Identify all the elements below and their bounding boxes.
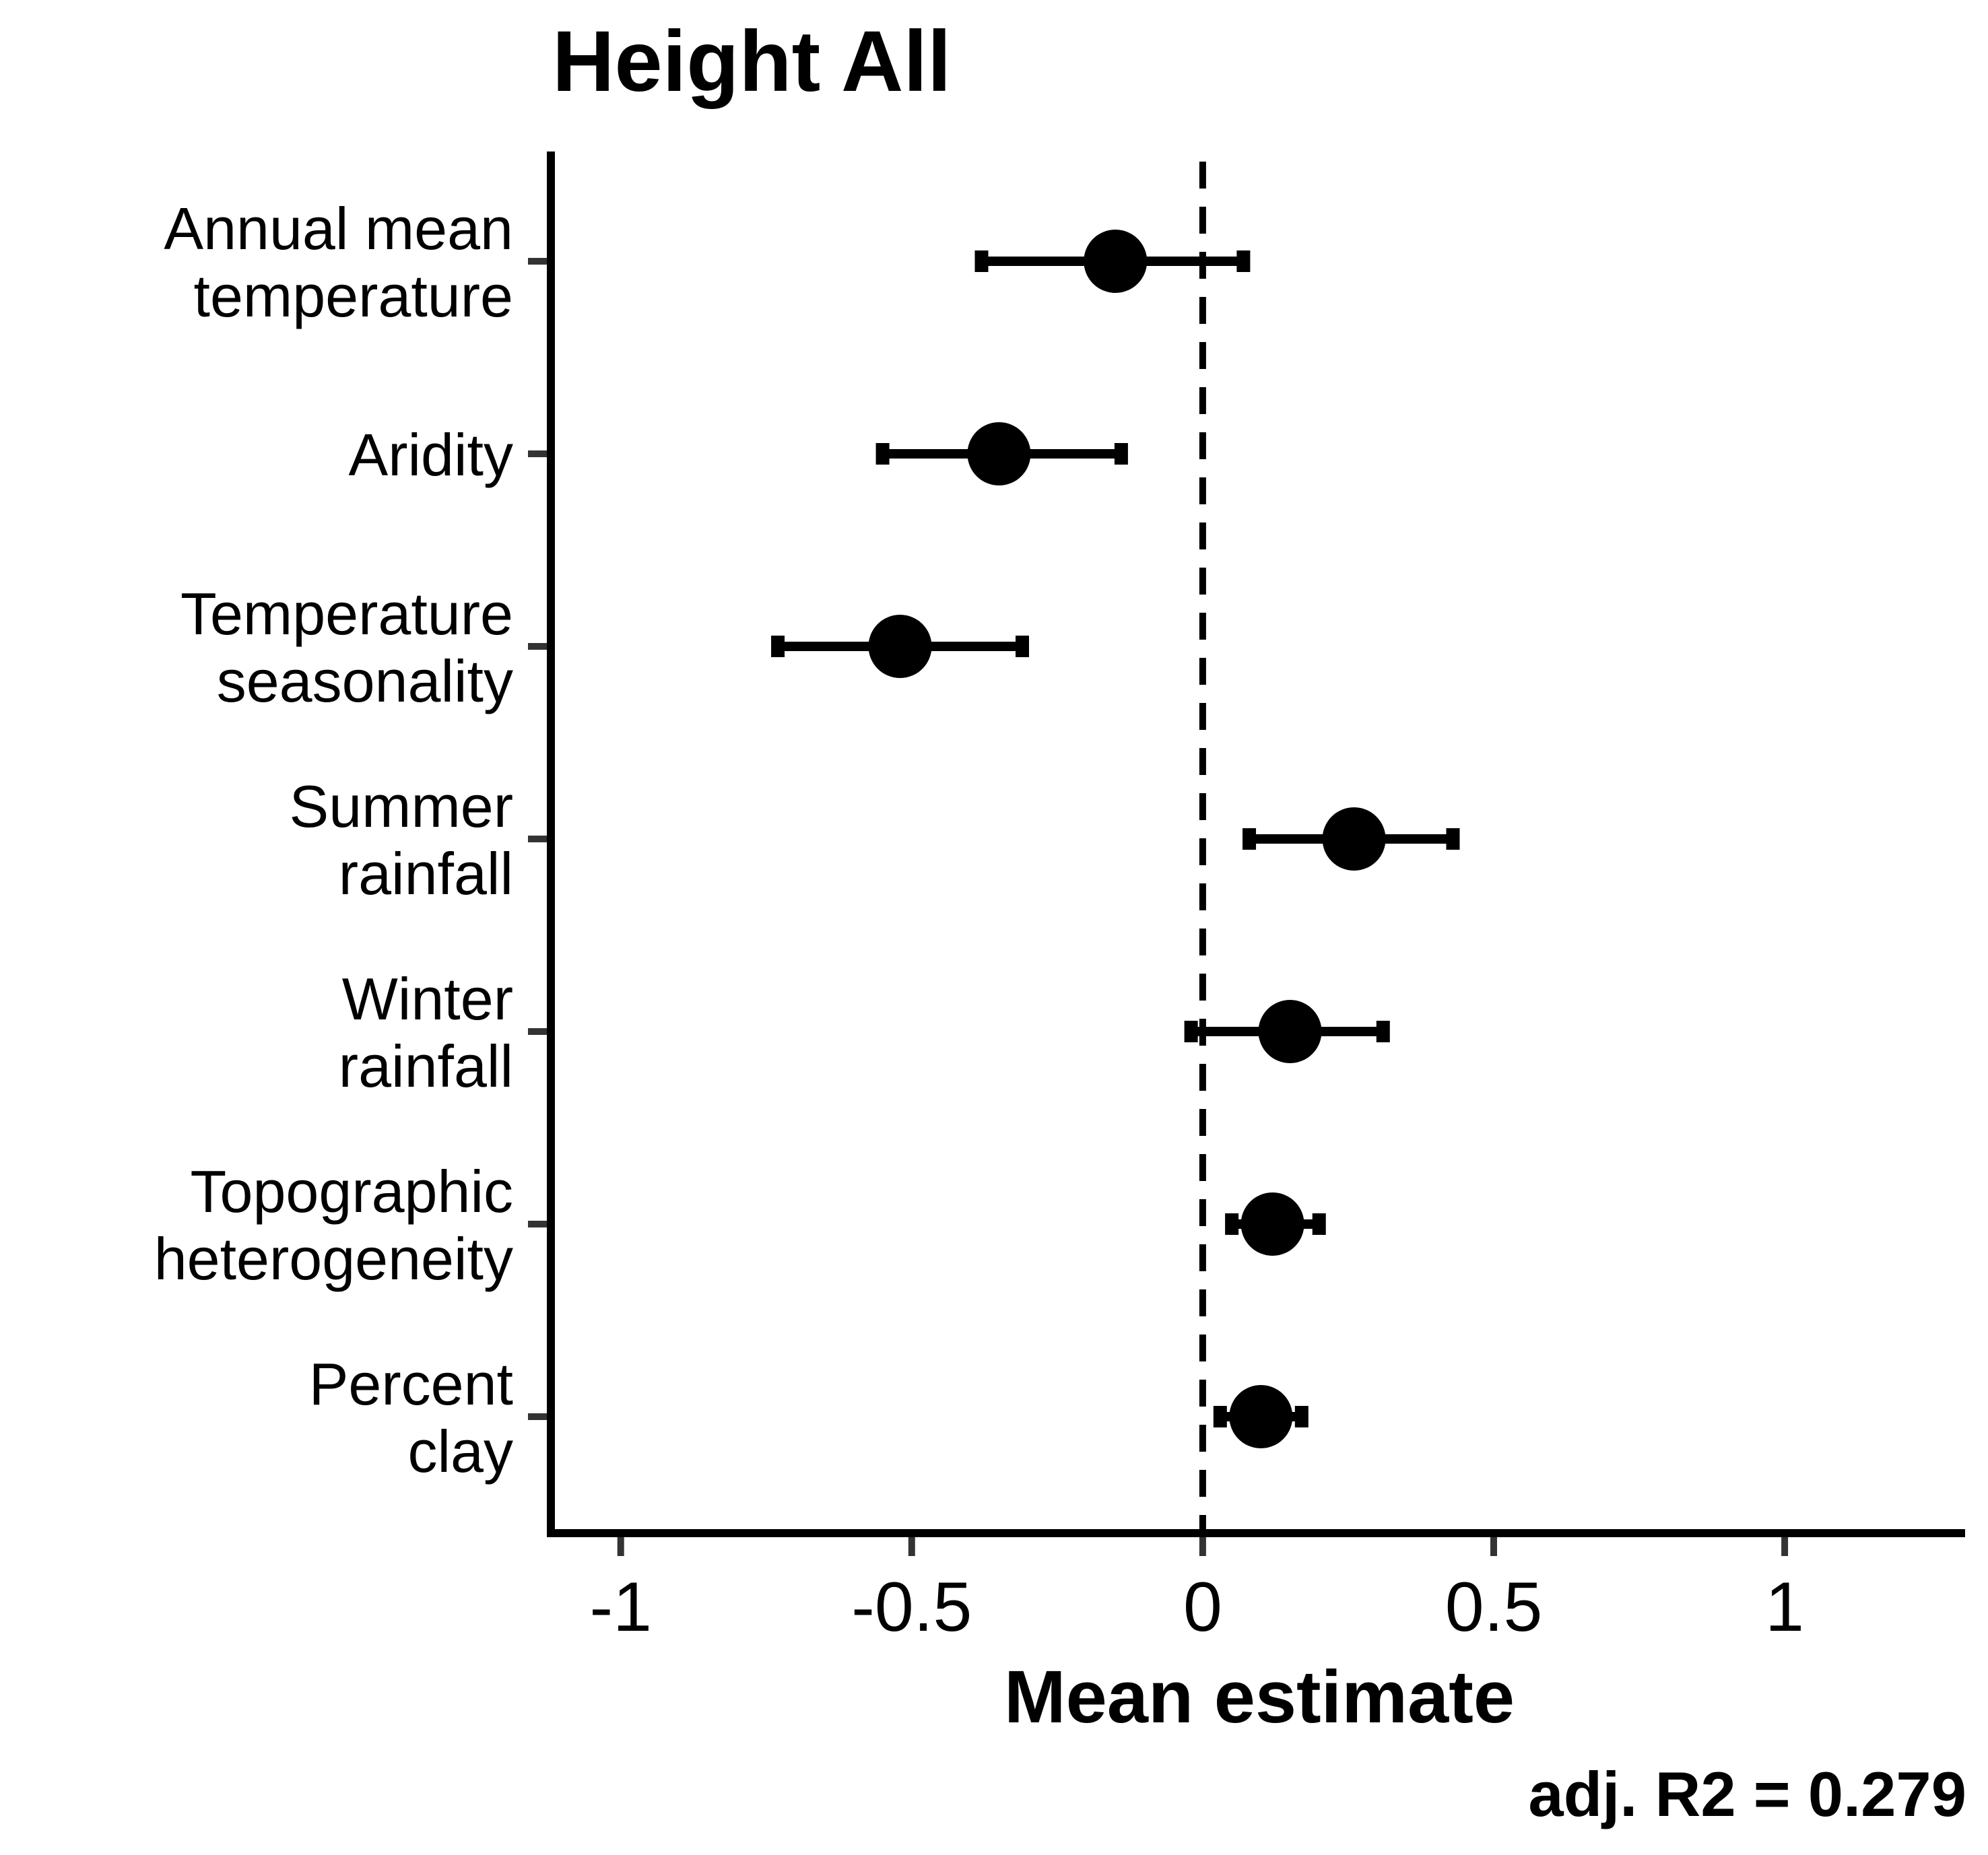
error-bar-cap-lower <box>974 250 989 272</box>
estimate-point <box>1229 1385 1293 1448</box>
error-bar-cap-lower <box>1184 1021 1198 1042</box>
error-bar-cap-lower <box>1242 828 1257 850</box>
error-bar-cap-upper <box>1294 1406 1308 1427</box>
category-label: Annual mean <box>164 195 513 262</box>
estimate-point <box>868 615 932 678</box>
x-tick-label: 0 <box>1183 1568 1222 1646</box>
x-tick-label: 1 <box>1765 1568 1804 1646</box>
estimate-point <box>1240 1192 1304 1256</box>
error-bar-cap-upper <box>1236 250 1251 272</box>
estimate-point <box>1084 230 1148 293</box>
x-tick-label: -1 <box>589 1568 651 1646</box>
error-bar-cap-upper <box>1016 636 1029 657</box>
error-bar-cap-upper <box>1312 1213 1326 1235</box>
x-axis-title: Mean estimate <box>1004 1656 1515 1739</box>
category-label: clay <box>408 1418 514 1485</box>
x-tick-label: -0.5 <box>851 1568 972 1646</box>
category-label: Topographic <box>191 1158 513 1225</box>
category-label: Winter <box>342 966 513 1032</box>
estimate-point <box>1258 1000 1322 1063</box>
error-bar-cap-lower <box>875 443 890 465</box>
estimate-point <box>1322 807 1386 871</box>
error-bar-cap-lower <box>1225 1213 1239 1235</box>
category-label: Percent <box>309 1351 513 1417</box>
r2-annotation: adj. R2 = 0.279 <box>1528 1759 1966 1829</box>
chart-title: Height All <box>552 13 952 110</box>
category-label: seasonality <box>217 648 513 714</box>
error-bar-cap-upper <box>1114 443 1128 465</box>
category-label: temperature <box>194 263 513 329</box>
error-bar-cap-upper <box>1446 828 1460 850</box>
category-label: Aridity <box>349 421 514 488</box>
estimate-point <box>967 422 1031 485</box>
category-label: heterogeneity <box>154 1225 513 1292</box>
category-label: rainfall <box>339 1033 513 1100</box>
error-bar-cap-lower <box>771 636 785 657</box>
category-label: Summer <box>290 773 514 840</box>
error-bar-cap-upper <box>1376 1021 1390 1042</box>
x-tick-label: 0.5 <box>1445 1568 1543 1646</box>
error-bar-cap-lower <box>1213 1406 1227 1427</box>
category-label: Temperature <box>180 580 513 647</box>
category-label: rainfall <box>339 840 513 907</box>
